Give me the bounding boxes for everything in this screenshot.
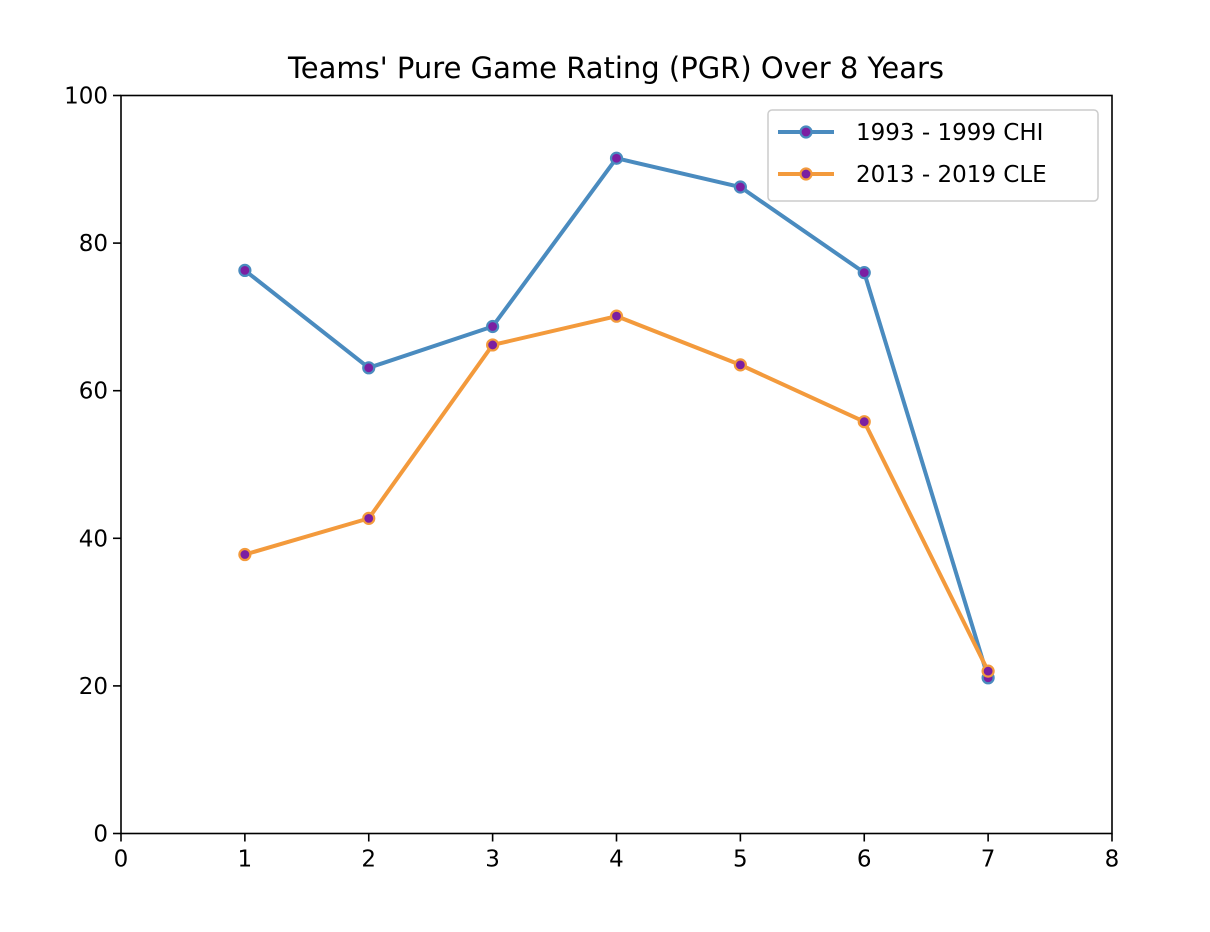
data-point — [486, 338, 500, 352]
x-tick-label: 7 — [981, 847, 996, 873]
chart-title: Teams' Pure Game Rating (PGR) Over 8 Yea… — [287, 51, 944, 85]
x-tick-label: 8 — [1105, 847, 1120, 873]
y-tick-label: 100 — [64, 84, 108, 110]
x-tick-label: 5 — [733, 847, 748, 873]
data-point — [362, 361, 376, 375]
x-tick-label: 3 — [485, 847, 500, 873]
y-tick-label: 0 — [93, 822, 108, 848]
y-tick-label: 80 — [79, 231, 108, 257]
y-tick-label: 20 — [79, 674, 108, 700]
legend-swatch-marker — [799, 167, 813, 181]
x-tick-label: 4 — [609, 847, 624, 873]
data-point — [857, 266, 871, 280]
y-tick-label: 60 — [79, 379, 108, 405]
x-tick-label: 6 — [857, 847, 872, 873]
legend-box — [767, 109, 1099, 202]
legend-label: 1993 - 1999 CHI — [856, 120, 1043, 146]
data-point — [362, 511, 376, 525]
plot-frame — [120, 94, 1113, 835]
data-point — [609, 151, 624, 165]
data-point — [857, 415, 871, 429]
data-point — [981, 664, 995, 678]
data-point — [609, 309, 624, 323]
x-tick-label: 0 — [114, 847, 129, 873]
legend: 1993 - 1999 CHI 2013 - 2019 CLE — [767, 109, 1099, 202]
data-point — [238, 263, 252, 278]
data-point — [486, 319, 500, 334]
data-point — [733, 180, 747, 194]
data-point — [238, 547, 252, 562]
y-tick-label: 40 — [79, 526, 108, 552]
x-tick-label: 2 — [361, 847, 376, 873]
data-point — [733, 358, 747, 372]
legend-label: 2013 - 2019 CLE — [856, 162, 1047, 188]
series-layer — [238, 151, 995, 685]
legend-swatch-marker — [799, 125, 813, 139]
x-tick-label: 1 — [238, 847, 253, 873]
